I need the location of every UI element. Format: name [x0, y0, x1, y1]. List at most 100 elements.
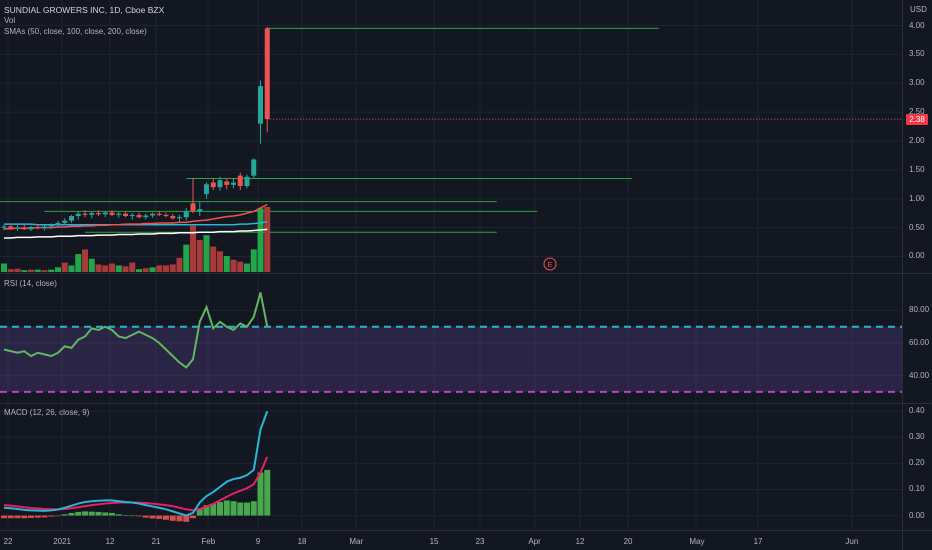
volume-bar: [196, 239, 203, 272]
time-tick: 12: [105, 537, 115, 546]
candle-body: [217, 180, 223, 188]
macd-histogram-bar: [34, 515, 41, 518]
time-tick: 2021: [53, 537, 71, 546]
time-tick: Feb: [201, 537, 216, 546]
candle-body: [116, 213, 122, 215]
macd-legend[interactable]: MACD (12, 26, close, 9): [4, 408, 90, 417]
macd-histogram-bar: [203, 505, 210, 516]
volume-bar: [7, 269, 14, 272]
time-tick: Apr: [528, 537, 541, 546]
macd-histogram-bar: [41, 515, 48, 518]
candle-body: [75, 213, 81, 217]
volume-bar: [21, 270, 28, 272]
volume-bar: [264, 206, 271, 272]
rsi-tick: 40.00: [909, 370, 930, 380]
volume-bar: [88, 258, 95, 272]
rsi-band: [0, 325, 902, 393]
candle-body: [231, 182, 236, 185]
rsi-tick: 80.00: [909, 305, 930, 315]
sma-legend[interactable]: SMAs (50, close, 100, close, 200, close): [4, 27, 147, 36]
volume-bar: [142, 268, 149, 272]
candle-body: [15, 227, 20, 229]
macd-series: [1, 410, 271, 522]
time-tick: 9: [255, 537, 261, 546]
candle-body: [258, 86, 263, 124]
rsi-legend[interactable]: RSI (14, close): [4, 279, 57, 288]
macd-histogram-bar: [82, 511, 88, 516]
macd-histogram-bar: [244, 502, 250, 516]
time-tick: 21: [151, 537, 161, 546]
candle-body: [62, 220, 68, 223]
candle-body: [224, 181, 230, 185]
macd-histogram-bar: [88, 511, 95, 516]
horizontal-lines[interactable]: [0, 27, 902, 233]
macd-histogram-bar: [210, 503, 217, 516]
volume-bar: [250, 249, 257, 272]
macd-histogram-bar: [55, 515, 61, 517]
price-tick: 1.00: [909, 193, 925, 203]
macd-tick: 0.30: [909, 432, 925, 442]
macd-histogram-bar: [223, 500, 230, 516]
candle-body: [123, 213, 128, 217]
macd-histogram-bar: [61, 514, 68, 516]
earnings-marker[interactable]: E: [543, 257, 557, 271]
macd-histogram-bar: [250, 501, 257, 516]
price-tick: 3.00: [909, 78, 925, 88]
volume-bar: [28, 269, 34, 272]
candle-body: [21, 227, 27, 230]
price-tick: 1.50: [909, 164, 925, 174]
volume-bar: [156, 265, 163, 272]
price-tick: 2.50: [909, 107, 925, 117]
time-tick: 15: [429, 537, 439, 546]
volume-bar: [102, 265, 109, 272]
volume-bar: [257, 208, 264, 272]
macd-histogram-bar: [75, 511, 82, 516]
macd-histogram-bar: [230, 501, 237, 516]
rsi-line: [3, 292, 269, 369]
sma50-line: [4, 203, 268, 230]
time-tick: May: [689, 537, 705, 546]
time-tick: 22: [3, 537, 13, 546]
candle-body: [136, 214, 142, 218]
price-tick: 0.50: [909, 222, 925, 232]
volume-bar: [48, 269, 55, 272]
volume-bar: [55, 267, 61, 272]
symbol-title[interactable]: SUNDIAL GROWERS INC, 1D, Cboe BZX: [4, 5, 165, 15]
macd-histogram-bar: [129, 515, 136, 517]
candle-body: [170, 216, 176, 219]
rsi-band-fill: [0, 326, 902, 392]
candle-body: [150, 213, 155, 216]
macd-histogram-bar: [95, 511, 102, 516]
macd-histogram-bar: [190, 515, 196, 519]
last-price-tag: 2.38: [906, 114, 928, 125]
macd-histogram-bar: [149, 515, 156, 519]
vol-legend[interactable]: Vol: [4, 16, 16, 25]
macd-histogram-bar: [136, 515, 142, 517]
volume-bar: [230, 259, 237, 272]
macd-histogram-bar: [28, 515, 34, 518]
currency-label: USD: [910, 5, 927, 14]
macd-histogram-bar: [196, 509, 203, 516]
macd-histogram-bar: [48, 515, 55, 517]
macd-histogram-bar: [183, 515, 190, 522]
volume-bar: [136, 269, 142, 272]
candle-body: [102, 212, 108, 215]
volume-bar: [75, 254, 82, 272]
time-tick: 17: [753, 537, 763, 546]
candle-body: [190, 203, 196, 212]
macd-tick: 0.00: [909, 510, 925, 520]
macd-histogram-bar: [257, 472, 264, 516]
macd-histogram-bar: [109, 512, 115, 516]
volume-bar: [129, 262, 136, 272]
rsi-tick: 60.00: [909, 338, 930, 347]
macd-histogram-bar: [217, 502, 223, 516]
volume-bar: [217, 251, 223, 272]
volume-bar: [183, 244, 190, 272]
time-tick: Jun: [845, 537, 859, 546]
volume-bar: [163, 265, 169, 272]
macd-tick: 0.40: [909, 406, 925, 416]
volume-bar: [149, 267, 156, 272]
